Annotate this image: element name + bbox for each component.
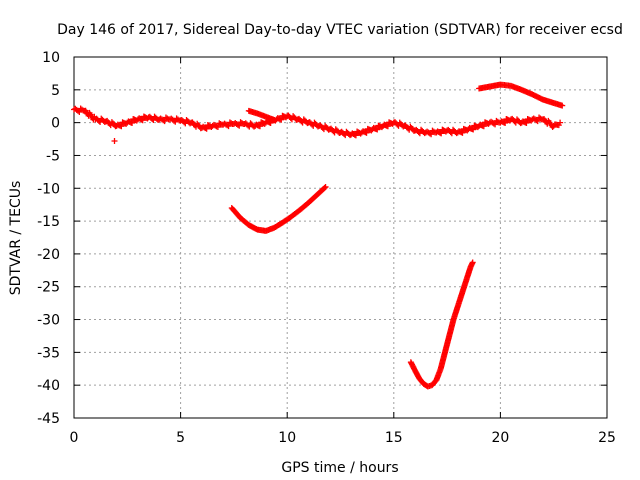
data-point	[271, 117, 278, 124]
data-point-interp	[438, 130, 445, 137]
y-tick-label: -15	[37, 214, 60, 230]
data-point-interp	[492, 121, 499, 128]
data-point-interp	[118, 123, 125, 130]
plot-frame	[73, 56, 608, 419]
data-point	[559, 102, 566, 109]
y-tick-label: -10	[37, 181, 60, 197]
data-point-interp	[374, 126, 381, 133]
data-point-interp	[256, 123, 263, 130]
y-axis-label: SDTVAR / TECUs	[8, 181, 24, 296]
series-low-arc-A	[228, 183, 329, 234]
chart-title: Day 146 of 2017, Sidereal Day-to-day VTE…	[57, 22, 623, 38]
data-point-interp	[352, 132, 359, 139]
data-point-interp	[214, 124, 221, 131]
x-tick-label: 0	[70, 430, 79, 446]
data-point-interp	[138, 116, 145, 123]
data-point	[111, 138, 118, 145]
data-point-interp	[459, 129, 466, 136]
data-point-interp	[533, 117, 540, 124]
y-tick-label: 10	[42, 50, 60, 66]
data-point-interp	[224, 122, 231, 129]
data-point-interp	[470, 126, 477, 133]
data-point-interp	[78, 106, 85, 113]
series-low-arc-B	[407, 259, 476, 390]
x-tick-label: 20	[491, 430, 509, 446]
data-point-interp	[384, 123, 391, 130]
y-tick-label: -45	[37, 411, 60, 427]
data-point-interp	[534, 118, 541, 125]
x-tick-label: 5	[176, 430, 185, 446]
x-tick-label: 10	[278, 430, 296, 446]
data-point	[469, 259, 476, 266]
data-point-interp	[426, 130, 433, 137]
x-axis-label: GPS time / hours	[281, 460, 398, 476]
y-tick-label: -35	[37, 345, 60, 361]
y-tick-label: -30	[37, 313, 60, 329]
data-point-interp	[490, 120, 497, 127]
y-tick-label: 0	[51, 116, 60, 132]
data-point-interp	[428, 131, 435, 138]
data-point-interp	[160, 117, 167, 124]
data-point-interp	[480, 123, 487, 130]
data-point-interp	[363, 129, 370, 136]
data-point-interp	[234, 121, 241, 128]
data-point-interp	[236, 122, 243, 129]
data-point-interp	[502, 119, 509, 126]
data-point-interp	[351, 131, 358, 138]
data-point-interp	[129, 119, 136, 126]
data-point-interp	[321, 184, 328, 191]
y-tick-label: -40	[37, 378, 60, 394]
data-point	[322, 183, 329, 190]
data-point-interp	[278, 116, 285, 123]
data-marks	[71, 81, 566, 390]
series-outliers	[111, 138, 118, 145]
data-point	[557, 119, 564, 126]
data-point-interp	[537, 115, 544, 122]
series-main-band	[71, 105, 564, 139]
y-tick-label: 5	[51, 83, 60, 99]
y-tick-label: -20	[37, 247, 60, 263]
y-tick-label: -5	[46, 148, 60, 164]
data-point-interp	[203, 125, 210, 132]
series-upper-arc	[476, 81, 566, 109]
data-point-interp	[436, 129, 443, 136]
grid	[74, 57, 607, 418]
data-point-interp	[161, 118, 168, 125]
data-point-interp	[523, 119, 530, 126]
data-point-interp	[213, 123, 220, 130]
x-tick-label: 25	[598, 430, 616, 446]
axis-ticks: 0 5 10 15 20 25 10 5 0 -5 -10 -15 -20 -25 -30 -35 -40 -45	[37, 50, 616, 446]
y-tick-label: -25	[37, 280, 60, 296]
data-point-interp	[202, 125, 209, 132]
x-tick-label: 15	[385, 430, 403, 446]
data-point-interp	[139, 117, 146, 124]
series-short-upper-bump	[245, 107, 278, 124]
data-point-interp	[225, 123, 232, 130]
